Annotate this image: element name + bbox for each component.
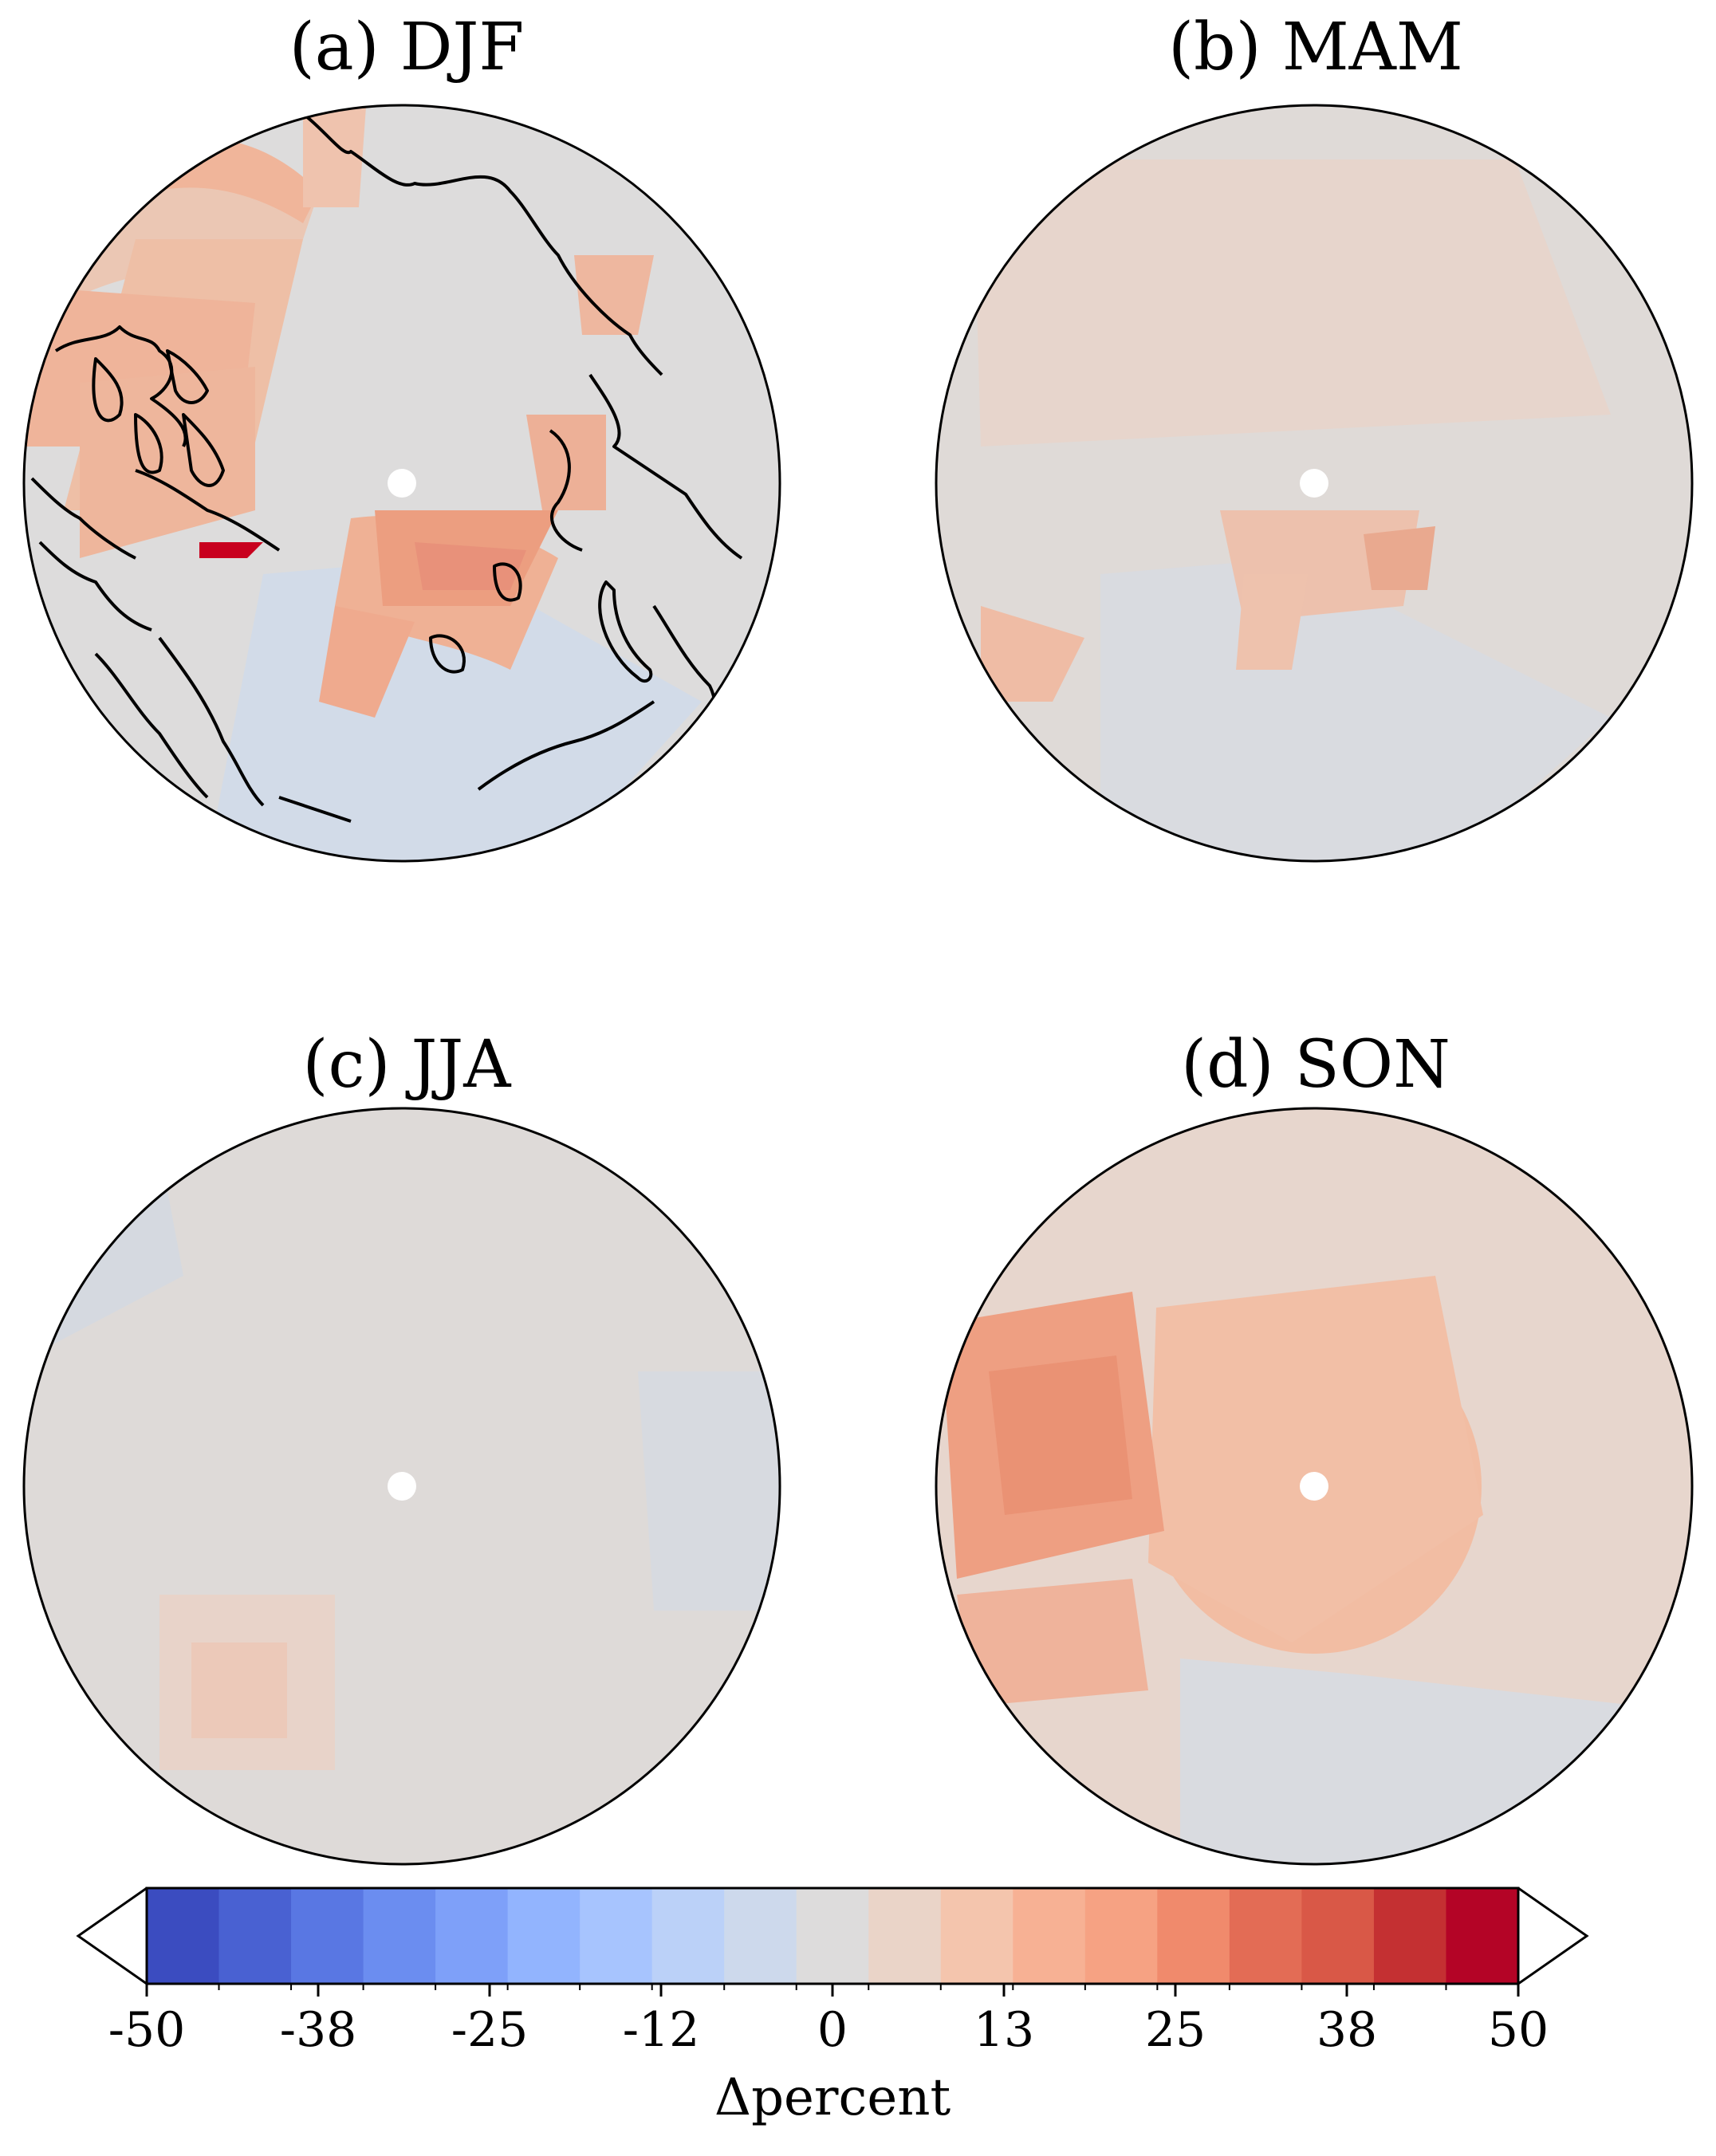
colorbar-segment bbox=[147, 1888, 219, 1984]
colorbar-segment bbox=[797, 1888, 869, 1984]
colorbar-segment bbox=[1374, 1888, 1446, 1984]
colorbar-segment bbox=[1301, 1888, 1374, 1984]
colorbar-segment bbox=[1085, 1888, 1158, 1984]
colorbar-tick-label: -12 bbox=[623, 2002, 700, 2058]
map-panel-jja bbox=[24, 1108, 781, 1864]
colorbar-segment bbox=[435, 1888, 508, 1984]
colorbar-tick-label: -38 bbox=[280, 2002, 357, 2058]
colorbar-segment bbox=[508, 1888, 581, 1984]
colorbar-segment bbox=[1013, 1888, 1085, 1984]
colorbar-tick-label: -50 bbox=[108, 2002, 186, 2058]
colorbar-segment bbox=[868, 1888, 941, 1984]
colorbar-segment bbox=[364, 1888, 436, 1984]
colorbar-segment bbox=[1230, 1888, 1302, 1984]
colorbar-tick-label: 38 bbox=[1317, 2002, 1377, 2058]
colorbar-segment bbox=[652, 1888, 725, 1984]
colorbar: -50 -38 -25 -12 0 13 25 38 50 Δpercent bbox=[78, 1888, 1587, 2127]
map-panel-djf bbox=[24, 96, 780, 861]
colorbar-extend-low bbox=[78, 1888, 147, 1984]
colorbar-segment bbox=[1446, 1888, 1518, 1984]
colorbar-segment bbox=[219, 1888, 292, 1984]
colorbar-tick-label: 50 bbox=[1488, 2002, 1549, 2058]
colorbar-segment bbox=[941, 1888, 1013, 1984]
colorbar-segment bbox=[291, 1888, 364, 1984]
colorbar-segment bbox=[580, 1888, 652, 1984]
colorbar-tick-label: 13 bbox=[974, 2002, 1034, 2058]
map-panel-mam bbox=[936, 105, 1692, 861]
colorbar-tick-label: 25 bbox=[1145, 2002, 1206, 2058]
colorbar-extend-high bbox=[1518, 1888, 1587, 1984]
colorbar-label: Δpercent bbox=[714, 2068, 951, 2127]
map-panel-son bbox=[936, 1108, 1692, 1866]
colorbar-tick-label: -25 bbox=[451, 2002, 529, 2058]
colorbar-segment bbox=[1157, 1888, 1230, 1984]
colorbar-tick-label: 0 bbox=[817, 2002, 848, 2058]
colorbar-segment bbox=[724, 1888, 797, 1984]
